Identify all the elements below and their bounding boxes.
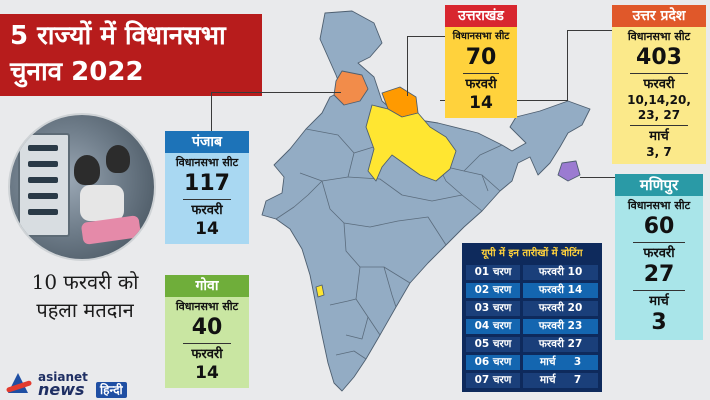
up-dates-feb-1: 10,14,20, — [627, 93, 691, 107]
punjab-title: पंजाब — [165, 131, 249, 153]
up-month-mar: मार्च — [649, 129, 669, 144]
uttarakhand-seat-label: विधानसभा सीट — [452, 31, 510, 42]
punjab-dates: 14 — [195, 219, 219, 239]
goa-title: गोवा — [165, 275, 249, 297]
manipur-dates-mar: 3 — [651, 310, 667, 335]
first-vote-line-2: पहला मतदान — [36, 298, 134, 322]
schedule-date: फरवरी 23 — [523, 319, 598, 334]
punjab-month: फरवरी — [191, 203, 223, 218]
schedule-row: 01 चरण फरवरी 10 — [466, 265, 598, 280]
schedule-row: 06 चरण मार्च 3 — [466, 355, 598, 370]
up-dates-feb-2: 23, 27 — [637, 108, 681, 122]
schedule-phase: 01 चरण — [466, 265, 520, 280]
manipur-card: मणिपुर विधानसभा सीट 60 फरवरी 27 मार्च 3 — [615, 174, 703, 340]
first-vote-caption: 10 फरवरी को पहला मतदान — [10, 268, 160, 324]
schedule-date: फरवरी 10 — [523, 265, 598, 280]
uttarakhand-card: उत्तराखंड विधानसभा सीट 70 फरवरी 14 — [445, 5, 517, 118]
schedule-phase: 04 चरण — [466, 319, 520, 334]
manipur-connector — [580, 177, 615, 178]
logo-news: news — [38, 380, 85, 399]
schedule-row: 05 चरण फरवरी 27 — [466, 337, 598, 352]
goa-month: फरवरी — [191, 347, 223, 362]
headline-banner: 5 राज्यों में विधानसभा चुनाव 2022 — [0, 14, 262, 96]
manipur-month-feb: फरवरी — [643, 246, 675, 261]
asianet-news-logo: asianet news हिन्दी — [4, 370, 154, 398]
up-seat-count: 403 — [636, 45, 682, 70]
schedule-date: फरवरी 14 — [523, 283, 598, 298]
uttarakhand-title: उत्तराखंड — [445, 5, 517, 27]
india-outline — [261, 10, 591, 392]
up-title: उत्तर प्रदेश — [612, 5, 706, 27]
punjab-connector — [211, 92, 341, 93]
manipur-seat-label: विधानसभा सीट — [627, 199, 691, 212]
schedule-date: फरवरी 20 — [523, 301, 598, 316]
evm-machine — [18, 133, 70, 237]
india-map — [261, 10, 591, 392]
logo-brand: asianet — [38, 370, 88, 384]
schedule-row: 07 चरण मार्च 7 — [466, 373, 598, 388]
schedule-phase: 03 चरण — [466, 301, 520, 316]
goa-card: गोवा विधानसभा सीट 40 फरवरी 14 — [165, 275, 249, 388]
schedule-row: 02 चरण फरवरी 14 — [466, 283, 598, 298]
schedule-phase: 05 चरण — [466, 337, 520, 352]
schedule-row: 03 चरण फरवरी 20 — [466, 301, 598, 316]
up-seat-label: विधानसभा सीट — [627, 30, 691, 43]
punjab-seat-count: 117 — [184, 171, 230, 196]
first-vote-line-1: 10 फरवरी को — [31, 270, 139, 294]
goa-dates: 14 — [195, 363, 219, 383]
uttarakhand-dates: 14 — [469, 93, 493, 113]
punjab-card: पंजाब विधानसभा सीट 117 फरवरी 14 — [165, 131, 249, 244]
uttarakhand-connector-h — [407, 36, 445, 37]
punjab-region — [333, 70, 369, 106]
punjab-connector-v — [211, 92, 212, 132]
schedule-phase: 02 चरण — [466, 283, 520, 298]
schedule-phase: 07 चरण — [466, 373, 520, 388]
schedule-date: मार्च 7 — [523, 373, 598, 388]
goa-region — [315, 284, 325, 298]
schedule-phase: 06 चरण — [466, 355, 520, 370]
goa-seat-count: 40 — [191, 315, 223, 340]
up-connector-v — [567, 30, 568, 100]
punjab-seat-label: विधानसभा सीट — [175, 156, 239, 169]
up-region — [365, 104, 457, 182]
schedule-heading: यूपी में इन तारीखों में वोटिंग — [481, 248, 583, 259]
schedule-row: 04 चरण फरवरी 23 — [466, 319, 598, 334]
uttarakhand-connector-v — [407, 36, 408, 96]
manipur-title: मणिपुर — [615, 174, 703, 196]
schedule-date: मार्च 3 — [523, 355, 598, 370]
manipur-month-mar: मार्च — [649, 294, 669, 309]
logo-hindi: हिन्दी — [96, 382, 127, 398]
polling-photo — [8, 113, 156, 261]
headline-line-2: चुनाव 2022 — [10, 57, 144, 87]
headline-line-1: 5 राज्यों में विधानसभा — [10, 21, 226, 51]
up-card: उत्तर प्रदेश विधानसभा सीट 403 फरवरी 10,1… — [612, 5, 706, 164]
up-dates-mar: 3, 7 — [646, 145, 672, 159]
goa-seat-label: विधानसभा सीट — [175, 300, 239, 313]
up-voting-schedule: यूपी में इन तारीखों में वोटिंग 01 चरण फर… — [462, 243, 602, 392]
uttarakhand-month: फरवरी — [465, 77, 497, 92]
manipur-seat-count: 60 — [643, 214, 675, 239]
manipur-region — [557, 160, 581, 182]
uttarakhand-seat-count: 70 — [465, 45, 497, 70]
schedule-date: फरवरी 27 — [523, 337, 598, 352]
up-connector-h — [567, 30, 612, 31]
up-month-feb: फरवरी — [643, 77, 675, 92]
manipur-dates-feb: 27 — [643, 262, 675, 287]
